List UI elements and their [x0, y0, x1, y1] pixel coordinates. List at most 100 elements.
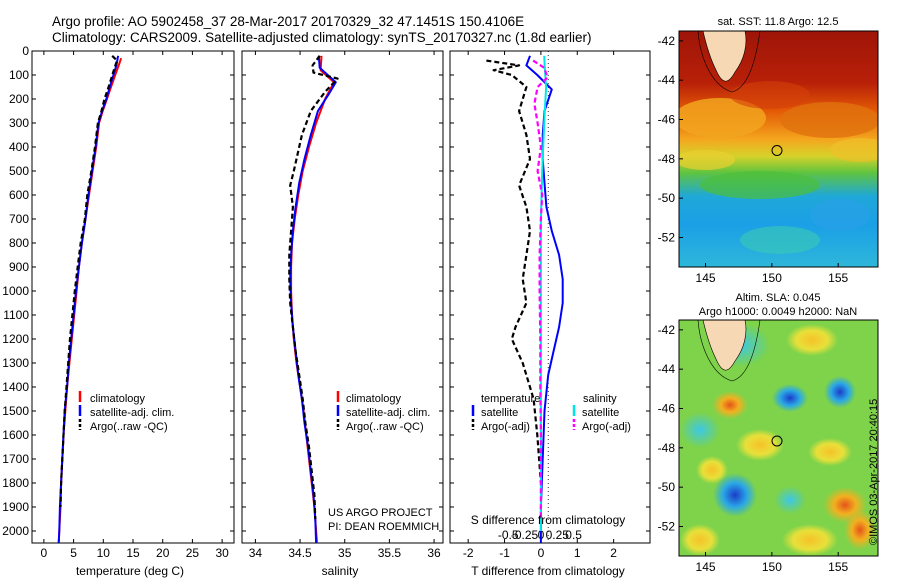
y-tick-label: 300 — [9, 116, 29, 130]
s-tick-label: -0.5 — [498, 528, 519, 542]
series-argo — [288, 55, 339, 520]
y-tick-label: 500 — [9, 164, 29, 178]
legend-argo-label: Argo(..raw -QC) — [346, 421, 424, 433]
temperature-xlabel: temperature (deg C) — [76, 564, 184, 578]
temperature-axes-box — [31, 50, 235, 544]
s-tick-label: -0.25 — [511, 528, 539, 542]
salinity-ticks: 34 34.5 35 35.5 36 — [242, 50, 443, 560]
x-tick-label: 5 — [70, 546, 77, 560]
y-tick-label: 200 — [9, 92, 29, 106]
series-s-argo — [532, 59, 549, 519]
sst-map-frame — [678, 30, 879, 268]
map-x-tick-label: 155 — [828, 271, 848, 285]
header-line-1: Argo profile: AO 5902458_37 28-Mar-2017 … — [52, 14, 524, 29]
map-y-tick-label: -46 — [658, 402, 676, 416]
salinity-legend: climatology satellite-adj. clim. Argo(..… — [336, 391, 430, 433]
map-y-tick-label: -50 — [658, 191, 676, 205]
sst-map-ticks: 145 150 155 -42 -44 -46 -48 -50 -52 — [658, 34, 849, 285]
map-x-tick-label: 145 — [696, 271, 716, 285]
y-tick-label: 0 — [22, 44, 29, 58]
y-tick-label: 1000 — [2, 284, 29, 298]
series-t-satellite — [525, 55, 564, 543]
y-tick-label: 1900 — [2, 500, 29, 514]
sla-map-ticks: 145 150 155 -42 -44 -46 -48 -50 -52 — [658, 323, 849, 574]
x-tick-label: 35 — [338, 546, 352, 560]
map-y-tick-label: -50 — [658, 480, 676, 494]
difference-legend: temperature salinity satellite Argo(-adj… — [471, 393, 631, 433]
temperature-lines — [57, 55, 123, 543]
map-x-tick-label: 155 — [828, 560, 848, 574]
x-tick-label: 0 — [538, 546, 545, 560]
map-y-tick-label: -48 — [658, 441, 676, 455]
y-tick-label: 600 — [9, 188, 29, 202]
x-tick-label: 34.5 — [288, 546, 312, 560]
legend-climatology-label: climatology — [346, 393, 402, 405]
x-tick-label: 20 — [156, 546, 170, 560]
legend-temperature-title: temperature — [481, 393, 540, 405]
temperature-legend: climatology satellite-adj. clim. Argo(..… — [78, 391, 174, 433]
legend-climatology-label: climatology — [90, 393, 146, 405]
sst-map-panel: sat. SST: 11.8 Argo: 12.5 145 150 155 -42 -4… — [658, 16, 879, 285]
map-x-tick-label: 150 — [762, 271, 782, 285]
header-line-2: Climatology: CARS2009. Satellite-adjuste… — [52, 30, 592, 45]
y-tick-label: 900 — [9, 260, 29, 274]
y-tick-label: 1500 — [2, 404, 29, 418]
sla-map-panel: Altim. SLA: 0.045 Argo h1000: 0.0049 h20… — [658, 292, 879, 574]
y-tick-label: 2000 — [2, 524, 29, 538]
sst-map-title: sat. SST: 11.8 Argo: 12.5 — [718, 16, 839, 28]
sla-map-title-2: Argo h1000: 0.0049 h2000: NaN — [699, 306, 857, 318]
legend-s-argo-label: Argo(-adj) — [582, 421, 631, 433]
salinity-axes-box — [241, 50, 444, 544]
series-t-argo — [486, 59, 542, 484]
y-tick-label: 400 — [9, 140, 29, 154]
legend-argo-label: Argo(..raw -QC) — [90, 421, 168, 433]
y-tick-label: 1200 — [2, 332, 29, 346]
map-y-tick-label: -46 — [658, 113, 676, 127]
x-tick-label: 36 — [427, 546, 441, 560]
salinity-xlabel: salinity — [322, 564, 359, 578]
x-tick-label: 30 — [215, 546, 229, 560]
map-y-tick-label: -48 — [658, 152, 676, 166]
pi-note: PI: DEAN ROEMMICH — [328, 521, 439, 533]
y-tick-label: 1100 — [3, 308, 29, 322]
legend-t-satellite-label: satellite — [481, 407, 518, 419]
legend-salinity-title: salinity — [583, 393, 617, 405]
x-tick-label: 1 — [574, 546, 581, 560]
x-tick-label: 25 — [186, 546, 200, 560]
series-argo — [59, 55, 119, 508]
map-x-tick-label: 150 — [762, 560, 782, 574]
x-tick-label: -2 — [463, 546, 474, 560]
y-tick-label: 1400 — [2, 380, 29, 394]
argo-position-marker — [771, 145, 783, 156]
map-y-tick-label: -44 — [658, 73, 676, 87]
y-tick-label: 1700 — [2, 452, 29, 466]
y-tick-label: 1300 — [2, 356, 29, 370]
y-tick-label: 800 — [9, 236, 29, 250]
sla-map-image — [679, 320, 878, 556]
legend-t-argo-label: Argo(-adj) — [481, 421, 530, 433]
map-y-tick-label: -52 — [658, 520, 676, 534]
argo-position-marker — [771, 435, 783, 447]
map-y-tick-label: -42 — [658, 34, 676, 48]
s-tick-label: 0.5 — [565, 528, 582, 542]
s-difference-label: S difference from climatology — [471, 513, 626, 527]
t-difference-label: T difference from climatology — [471, 564, 625, 578]
x-tick-label: -1 — [499, 546, 510, 560]
difference-axes-box — [449, 50, 651, 544]
x-tick-label: 34 — [249, 546, 263, 560]
sla-map-frame — [678, 319, 879, 557]
legend-satellite-label: satellite-adj. clim. — [90, 407, 174, 419]
temperature-ticks: 0100200300400500600700800900100011001200… — [2, 44, 234, 560]
y-tick-label: 100 — [9, 68, 29, 82]
sla-map-title-1: Altim. SLA: 0.045 — [736, 292, 821, 304]
x-tick-label: 15 — [126, 546, 140, 560]
salinity-lines — [288, 55, 339, 543]
project-note: US ARGO PROJECT — [328, 507, 433, 519]
salinity-panel: 34 34.5 35 35.5 36 climatology satellite-adj… — [241, 50, 444, 578]
map-y-tick-label: -42 — [658, 323, 676, 337]
map-y-tick-label: -44 — [658, 362, 676, 376]
y-tick-label: 1600 — [2, 428, 29, 442]
y-tick-label: 1800 — [2, 476, 29, 490]
x-tick-label: 0 — [41, 546, 48, 560]
